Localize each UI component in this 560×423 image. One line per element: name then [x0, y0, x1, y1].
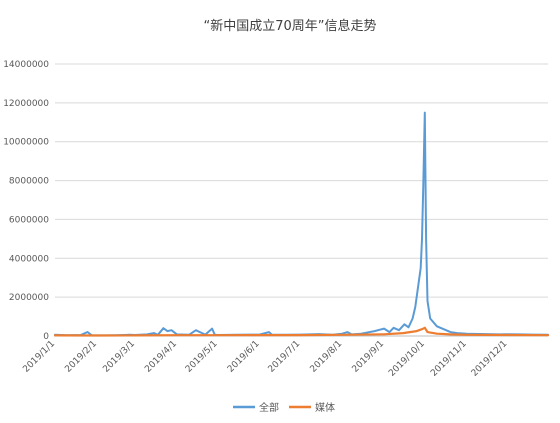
series-layer — [53, 111, 550, 337]
x-tick-label: 2019/9/1 — [351, 339, 387, 375]
legend-label: 媒体 — [315, 402, 335, 414]
legend: 全部 媒体 — [233, 401, 335, 414]
x-tick-label: 2019/12/1 — [470, 339, 510, 379]
x-tick-label: 2019/6/1 — [226, 339, 262, 375]
x-tick-label: 2019/1/1 — [21, 339, 57, 375]
y-tick-label: 4000000 — [9, 254, 49, 264]
x-tick-label: 2019/2/1 — [63, 339, 99, 375]
x-tick-label: 2019/8/1 — [309, 339, 345, 375]
y-tick-label: 0 — [43, 332, 49, 342]
x-tick-label: 2019/3/1 — [101, 339, 137, 375]
x-tick-label: 2019/10/1 — [387, 339, 427, 379]
y-tick-label: 6000000 — [9, 215, 49, 225]
chart-title: “新中国成立70周年”信息走势 — [203, 18, 376, 34]
x-tick-label: 2019/4/1 — [143, 339, 179, 375]
y-tick-label: 2000000 — [9, 293, 49, 303]
x-tick-label: 2019/5/1 — [184, 339, 220, 375]
series-line-2 — [53, 326, 550, 337]
x-axis-labels: 2019/1/1 2019/2/1 2019/3/1 2019/4/1 2019/5/1… — [21, 339, 509, 379]
x-tick-label: 2019/11/1 — [429, 339, 469, 379]
y-tick-label: 12000000 — [3, 99, 49, 109]
legend-label: 全部 — [259, 401, 279, 414]
y-tick-label: 8000000 — [9, 177, 49, 187]
y-axis-labels: 0 2000000 4000000 6000000 8000000 10000000 120… — [3, 60, 49, 342]
y-tick-label: 10000000 — [3, 138, 49, 148]
y-tick-label: 14000000 — [3, 60, 49, 70]
x-tick-label: 2019/7/1 — [267, 339, 303, 375]
series-line-1 — [54, 111, 549, 337]
gridlines — [55, 63, 548, 298]
